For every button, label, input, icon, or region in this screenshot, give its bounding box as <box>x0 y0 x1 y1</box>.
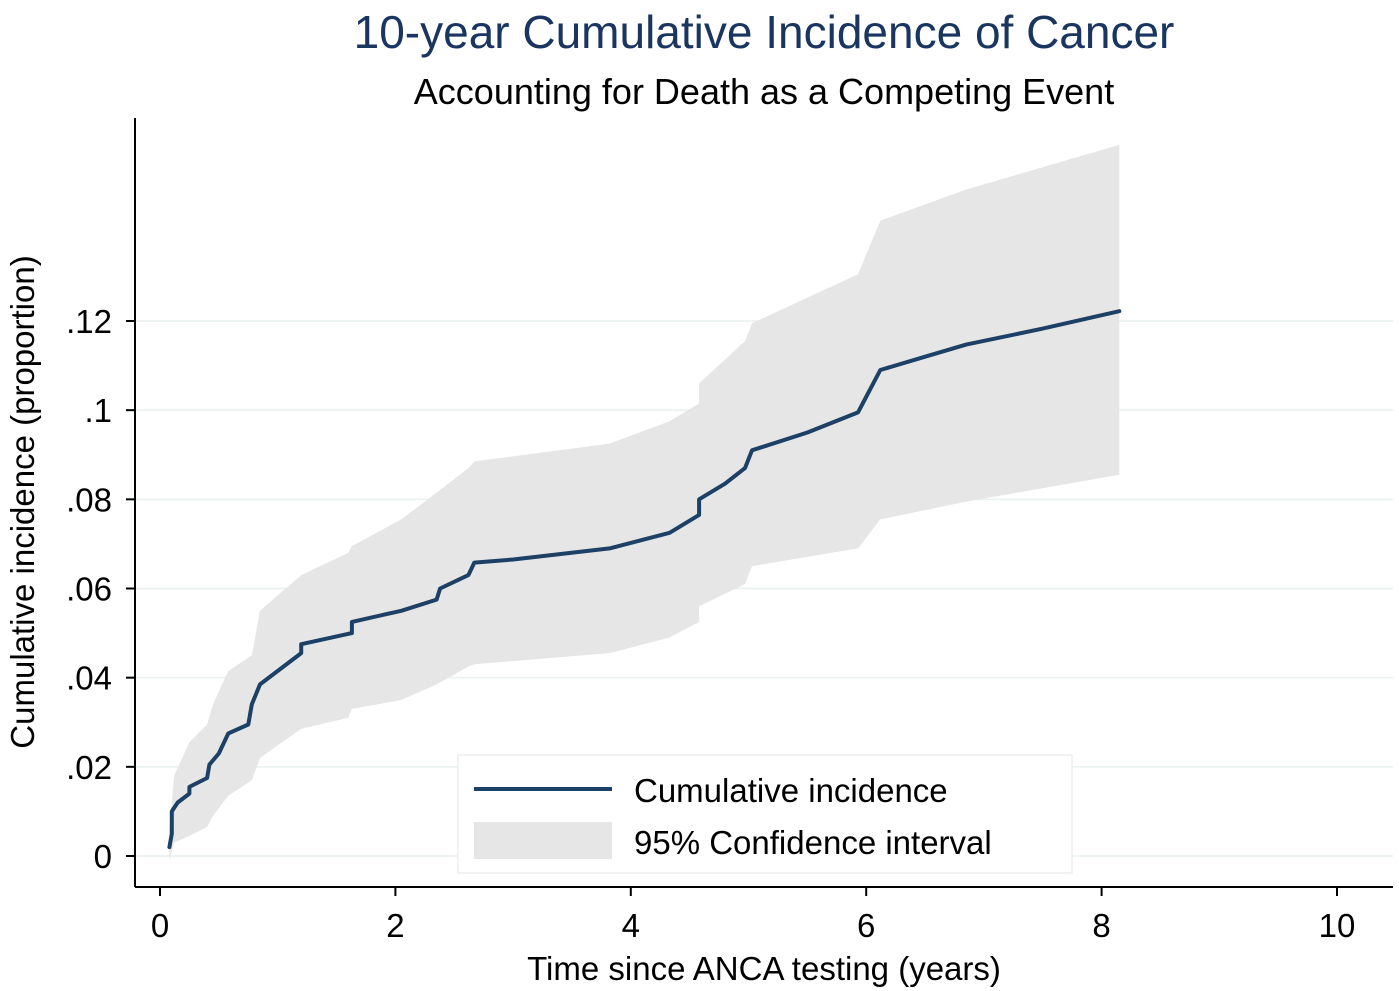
x-tick-label-2: 4 <box>622 907 640 944</box>
legend-band-swatch <box>474 822 612 859</box>
y-tick-label-3: .06 <box>66 571 112 608</box>
incidence-line <box>167 309 1122 850</box>
y-tick-label-2: .04 <box>66 660 112 697</box>
axes <box>134 118 1393 888</box>
y-tick-label-0: 0 <box>94 838 112 875</box>
y-tick-label-4: .08 <box>66 481 112 518</box>
legend-label-ci: 95% Confidence interval <box>634 824 992 861</box>
ci-band <box>169 144 1120 861</box>
y-axis-title: Cumulative incidence (proportion) <box>4 255 41 748</box>
chart-subtitle: Accounting for Death as a Competing Even… <box>414 71 1114 112</box>
x-axis-title: Time since ANCA testing (years) <box>527 950 1001 987</box>
y-tick-label-1: .02 <box>66 749 112 786</box>
incidence-line-layer <box>167 309 1122 850</box>
y-tick-label-5: .1 <box>84 392 112 429</box>
ci-band-layer <box>169 144 1120 861</box>
y-tick-label-6: .12 <box>66 303 112 340</box>
legend-label-incidence: Cumulative incidence <box>634 772 948 809</box>
chart-title: 10-year Cumulative Incidence of Cancer <box>354 6 1175 58</box>
tick-labels: 0 2 4 6 8 10 0 .02 .04 .06 .08 .1 .12 <box>66 303 1355 944</box>
x-tick-label-3: 6 <box>857 907 875 944</box>
legend: Cumulative incidence 95% Confidence inte… <box>457 754 1073 874</box>
x-tick-label-4: 8 <box>1092 907 1110 944</box>
x-tick-label-0: 0 <box>151 907 169 944</box>
x-tick-label-1: 2 <box>386 907 404 944</box>
x-tick-label-5: 10 <box>1319 907 1356 944</box>
